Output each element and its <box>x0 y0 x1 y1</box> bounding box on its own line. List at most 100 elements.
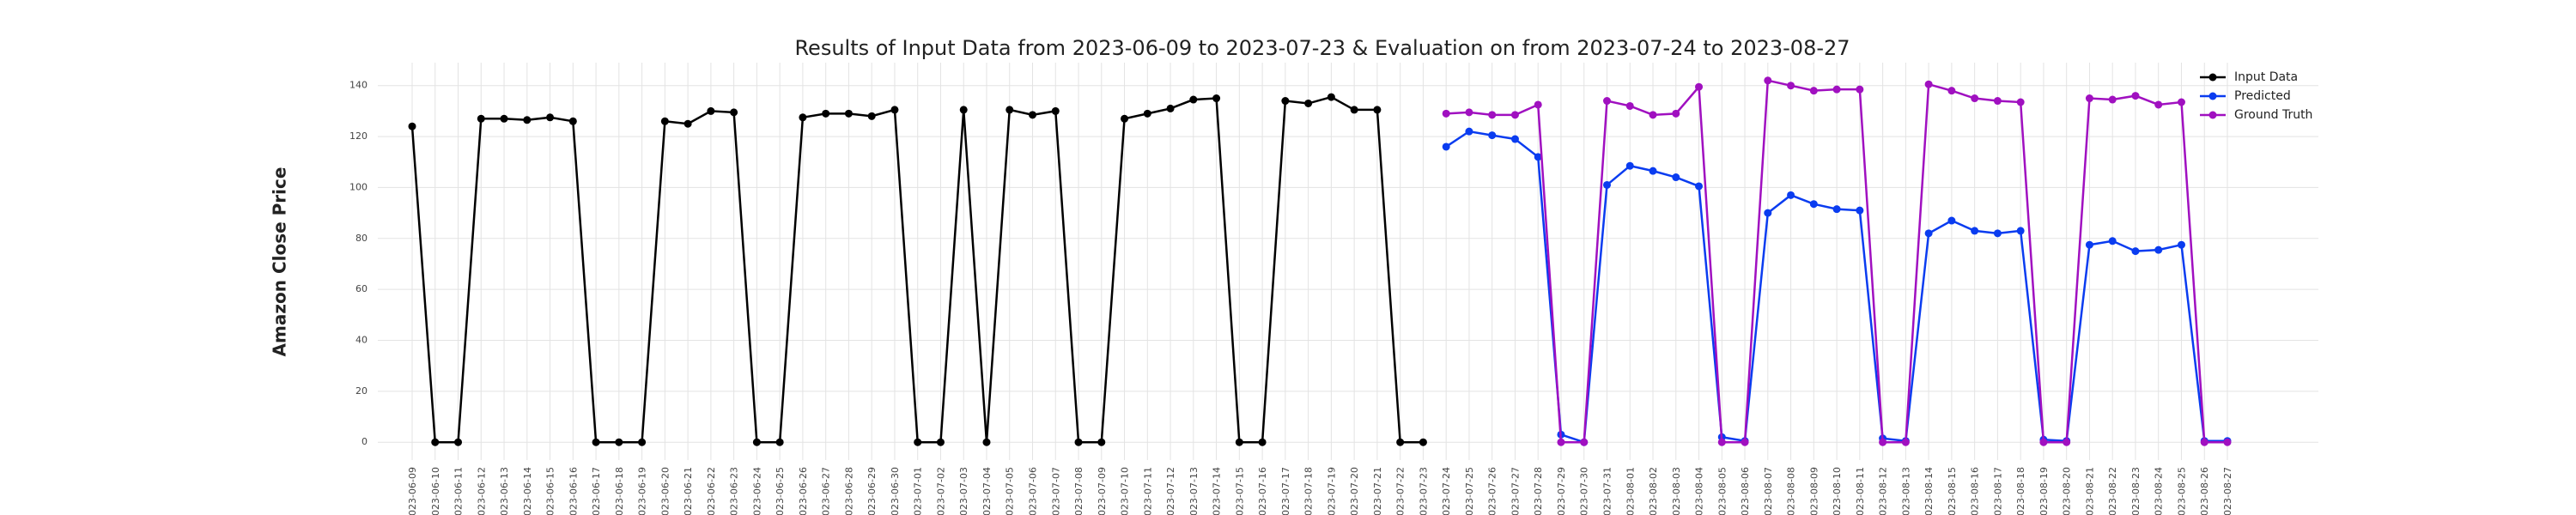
x-tick-label: 2023-08-20 <box>2062 467 2073 515</box>
point <box>1557 438 1565 446</box>
point <box>1602 97 1611 106</box>
x-tick-label: 2023-08-11 <box>1855 467 1866 515</box>
point <box>1281 97 1290 106</box>
point <box>1924 80 1933 88</box>
point <box>1304 99 1313 107</box>
x-tick-label: 2023-08-03 <box>1671 467 1682 515</box>
point <box>454 438 463 446</box>
point <box>615 438 623 446</box>
point <box>1510 111 1519 119</box>
y-tick-label: 120 <box>349 130 368 142</box>
point <box>1212 94 1221 103</box>
x-tick-label: 2023-08-14 <box>1923 467 1935 515</box>
x-tick-label: 2023-08-02 <box>1648 467 1659 515</box>
point <box>752 438 761 446</box>
point <box>546 113 555 122</box>
x-tick-label: 2023-06-10 <box>430 467 441 515</box>
x-tick-label: 2023-08-25 <box>2176 467 2187 515</box>
x-tick-label: 2023-06-19 <box>637 467 648 515</box>
point <box>2177 98 2185 106</box>
point <box>2131 247 2140 256</box>
point <box>1534 100 1542 109</box>
x-tick-label: 2023-07-28 <box>1533 467 1544 515</box>
point <box>1051 106 1060 115</box>
x-tick-label: 2023-06-14 <box>522 467 533 515</box>
legend-marker <box>2208 92 2217 100</box>
x-tick-label: 2023-06-15 <box>545 467 556 515</box>
x-tick-label: 2023-08-27 <box>2222 467 2233 515</box>
x-tick-label: 2023-07-27 <box>1510 467 1521 515</box>
y-tick-label: 20 <box>355 385 368 397</box>
point <box>1235 438 1243 446</box>
point <box>1856 85 1864 94</box>
x-tick-label: 2023-07-14 <box>1212 467 1223 515</box>
x-tick-label: 2023-08-23 <box>2130 467 2142 515</box>
x-tick-label: 2023-08-05 <box>1716 467 1728 515</box>
point <box>1097 438 1106 446</box>
point <box>1350 106 1358 114</box>
point <box>1832 205 1841 214</box>
point <box>1947 87 1956 95</box>
x-tick-label: 2023-08-18 <box>2015 467 2026 515</box>
legend-marker <box>2208 111 2217 119</box>
legend-marker <box>2208 73 2217 82</box>
x-tick-label: 2023-08-06 <box>1740 467 1751 515</box>
point <box>1672 173 1680 182</box>
x-tick-label: 2023-08-10 <box>1832 467 1843 515</box>
y-tick-label: 60 <box>355 283 368 294</box>
x-tick-label: 2023-06-11 <box>453 467 465 515</box>
point <box>1442 142 1450 151</box>
point <box>1465 127 1473 136</box>
point <box>1465 108 1473 117</box>
point <box>1971 227 1979 235</box>
point <box>867 112 876 120</box>
point <box>1764 209 1772 217</box>
x-tick-label: 2023-07-05 <box>1005 467 1016 515</box>
point <box>500 114 508 123</box>
point <box>638 438 647 446</box>
legend-label: Ground Truth <box>2234 108 2312 122</box>
y-tick-label: 140 <box>349 80 368 91</box>
point <box>683 119 692 128</box>
point <box>1488 131 1497 140</box>
x-tick-label: 2023-06-17 <box>591 467 602 515</box>
x-tick-label: 2023-07-31 <box>1601 467 1613 515</box>
point <box>1672 109 1680 118</box>
point <box>1924 229 1933 238</box>
point <box>1832 85 1841 94</box>
plot <box>408 76 2232 446</box>
point <box>1580 438 1589 446</box>
point <box>2039 438 2048 446</box>
point <box>844 109 853 118</box>
x-tick-label: 2023-07-13 <box>1188 467 1200 515</box>
x-tick-label: 2023-07-22 <box>1395 467 1406 515</box>
x-tick-label: 2023-07-11 <box>1142 467 1153 515</box>
point <box>982 438 991 446</box>
x-tick-label: 2023-07-23 <box>1418 467 1429 515</box>
point <box>1901 438 1910 446</box>
point <box>2177 240 2185 249</box>
point <box>775 438 784 446</box>
x-tick-label: 2023-06-18 <box>614 467 625 515</box>
legend-label: Input Data <box>2234 70 2298 84</box>
y-tick-label: 100 <box>349 181 368 192</box>
x-tick-label: 2023-08-04 <box>1694 467 1705 515</box>
point <box>1373 106 1382 114</box>
legend-label: Predicted <box>2234 89 2291 103</box>
point <box>2085 240 2093 249</box>
x-tick-label: 2023-07-07 <box>1050 467 1061 515</box>
point <box>1419 438 1427 446</box>
point <box>2108 237 2117 245</box>
point <box>1166 104 1175 112</box>
point <box>523 116 532 124</box>
point <box>2223 438 2232 446</box>
point <box>1695 82 1704 91</box>
x-tick-label: 2023-08-12 <box>1878 467 1889 515</box>
point <box>936 438 945 446</box>
chart-title: Results of Input Data from 2023-06-09 to… <box>794 36 1850 60</box>
point <box>1947 216 1956 225</box>
point <box>1787 191 1795 199</box>
x-tick-label: 2023-07-20 <box>1349 467 1360 515</box>
point <box>1625 101 1634 110</box>
x-tick-label: 2023-06-23 <box>729 467 740 515</box>
